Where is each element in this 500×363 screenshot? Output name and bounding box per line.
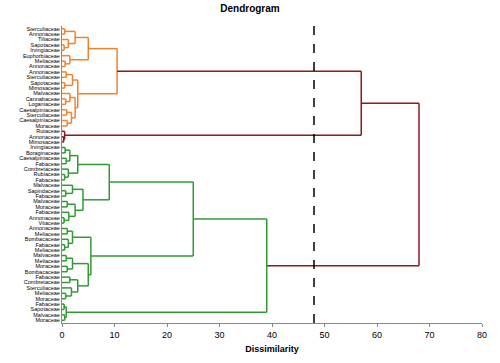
svg-text:Meliaceae: Meliaceae: [35, 290, 60, 296]
svg-text:Malvaceae: Malvaceae: [33, 312, 60, 318]
svg-text:20: 20: [162, 330, 172, 340]
svg-text:Sapotaceae: Sapotaceae: [31, 42, 60, 48]
svg-text:0: 0: [59, 330, 64, 340]
svg-text:Combretaceae: Combretaceae: [24, 279, 60, 285]
svg-text:Dendrogram: Dendrogram: [220, 3, 280, 14]
svg-text:Annonaceae: Annonaceae: [29, 31, 60, 37]
svg-text:Euphorbiaceae: Euphorbiaceae: [23, 53, 60, 59]
svg-text:Fabaceae: Fabaceae: [35, 161, 59, 167]
svg-text:Combretaceae: Combretaceae: [24, 166, 60, 172]
svg-text:Annonaceae: Annonaceae: [29, 69, 60, 75]
svg-text:Malvaceae: Malvaceae: [33, 252, 60, 258]
svg-text:Fabaceae: Fabaceae: [35, 274, 59, 280]
svg-text:Vitaceae: Vitaceae: [39, 220, 60, 226]
svg-text:Sapindaceae: Sapindaceae: [28, 188, 60, 194]
svg-text:80: 80: [477, 330, 487, 340]
svg-text:Fabaceae: Fabaceae: [35, 242, 59, 248]
svg-text:Caesalpiniaceae: Caesalpiniaceae: [19, 155, 60, 161]
svg-text:70: 70: [424, 330, 434, 340]
svg-text:Tiliaceae: Tiliaceae: [38, 36, 60, 42]
svg-text:Moraceae: Moraceae: [35, 263, 59, 269]
svg-text:Fabaceae: Fabaceae: [35, 209, 59, 215]
svg-text:Annonaceae: Annonaceae: [29, 215, 60, 221]
svg-text:Bombacaceae: Bombacaceae: [25, 236, 60, 242]
svg-text:Moraceae: Moraceae: [35, 123, 59, 129]
svg-text:Meliaceae: Meliaceae: [35, 58, 60, 64]
svg-text:Sterculiaceae: Sterculiaceae: [27, 285, 60, 291]
svg-text:Moraceae: Moraceae: [35, 317, 59, 323]
svg-text:Irvingiaceae: Irvingiaceae: [30, 144, 60, 150]
svg-text:Irvingiaceae: Irvingiaceae: [30, 47, 60, 53]
svg-text:Mimosaceae: Mimosaceae: [29, 139, 60, 145]
svg-text:Meliaceae: Meliaceae: [35, 247, 60, 253]
svg-text:Mimosaceae: Mimosaceae: [29, 85, 60, 91]
svg-text:Sapotaceae: Sapotaceae: [31, 80, 60, 86]
svg-text:Annonaceae: Annonaceae: [29, 63, 60, 69]
svg-text:Rutaceae: Rutaceae: [36, 128, 60, 134]
svg-text:Fabaceae: Fabaceae: [35, 193, 59, 199]
svg-text:Boraginaceae: Boraginaceae: [26, 150, 60, 156]
svg-text:Annonaceae: Annonaceae: [29, 225, 60, 231]
svg-text:Meliaceae: Meliaceae: [35, 258, 60, 264]
svg-text:Annonaceae: Annonaceae: [29, 134, 60, 140]
svg-text:Loganiaceae: Loganiaceae: [28, 101, 60, 107]
svg-text:50: 50: [319, 330, 329, 340]
svg-text:Moraceae: Moraceae: [35, 204, 59, 210]
svg-text:Caesalpiniaceae: Caesalpiniaceae: [19, 117, 60, 123]
svg-text:Malvaceae: Malvaceae: [33, 198, 60, 204]
svg-text:Sterculiaceae: Sterculiaceae: [27, 26, 60, 32]
svg-text:30: 30: [214, 330, 224, 340]
svg-text:Malvaceae: Malvaceae: [33, 182, 60, 188]
svg-text:Malvaceae: Malvaceae: [33, 90, 60, 96]
svg-text:Caesalpiniaceae: Caesalpiniaceae: [19, 107, 60, 113]
svg-text:Moraceae: Moraceae: [35, 296, 59, 302]
svg-text:Sterculiaceae: Sterculiaceae: [27, 74, 60, 80]
svg-text:40: 40: [267, 330, 277, 340]
svg-text:Fabaceae: Fabaceae: [35, 177, 59, 183]
svg-text:Fabaceae: Fabaceae: [35, 301, 59, 307]
svg-text:Bombacaceae: Bombacaceae: [25, 269, 60, 275]
svg-text:Dissimilarity: Dissimilarity: [245, 344, 299, 354]
svg-text:10: 10: [109, 330, 119, 340]
svg-text:Cannabaceae: Cannabaceae: [26, 96, 60, 102]
svg-text:Sapotaceae: Sapotaceae: [31, 306, 60, 312]
svg-text:60: 60: [372, 330, 382, 340]
svg-text:Meliaceae: Meliaceae: [35, 231, 60, 237]
svg-text:Sterculiaceae: Sterculiaceae: [27, 112, 60, 118]
svg-text:Rubiaceae: Rubiaceae: [34, 171, 60, 177]
